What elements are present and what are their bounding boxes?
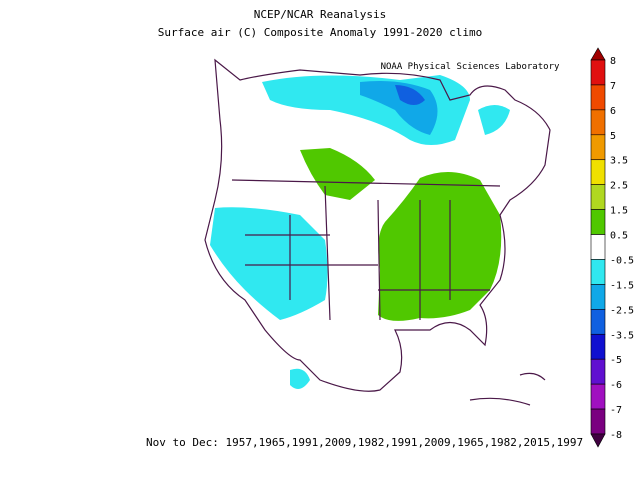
colorbar-box bbox=[590, 383, 606, 410]
colorbar-label: -2.5 bbox=[610, 305, 634, 316]
cold-anomaly bbox=[210, 207, 328, 320]
cold-anomaly bbox=[478, 105, 510, 135]
colorbar-label: 6 bbox=[610, 106, 616, 117]
colorbar-box bbox=[590, 259, 606, 285]
colorbar-label: 2.5 bbox=[610, 181, 628, 192]
credit: NOAA Physical Sciences Laboratory bbox=[381, 62, 560, 72]
colorbar-box bbox=[590, 309, 606, 335]
colorbar-label: 0.5 bbox=[610, 231, 628, 242]
colorbar-box bbox=[590, 184, 606, 210]
cold-anomaly bbox=[290, 368, 310, 389]
colorbar-box bbox=[590, 134, 606, 161]
coastline bbox=[204, 58, 551, 392]
colorbar-box bbox=[590, 84, 606, 111]
colorbar-box bbox=[590, 284, 606, 310]
colorbar-label: -5 bbox=[610, 355, 622, 366]
colorbar-box bbox=[590, 408, 606, 435]
colorbar-label: -0.5 bbox=[610, 255, 634, 266]
warm-anomaly bbox=[300, 148, 375, 200]
colorbar-label: 8 bbox=[610, 56, 616, 67]
colorbar-box bbox=[590, 159, 606, 185]
colorbar-end bbox=[590, 47, 606, 61]
colorbar-box bbox=[590, 234, 606, 260]
boundaries bbox=[231, 179, 501, 321]
colorbar-label: -6 bbox=[610, 380, 622, 391]
title: NCEP/NCAR Reanalysis bbox=[254, 8, 386, 21]
colorbar: 8 7 6 5 3.5 2.5 1.5 0.5 -0.5 -1.5 -2.5 -3.5 -5 -6 -7 -8 bbox=[590, 47, 634, 448]
colorbar-label: 7 bbox=[610, 81, 616, 92]
colorbar-box bbox=[590, 109, 606, 136]
colorbar-label: -8 bbox=[610, 430, 622, 441]
footer: Nov to Dec: 1957,1965,1991,2009,1982,199… bbox=[146, 436, 583, 449]
warm-anomaly bbox=[378, 171, 502, 321]
colorbar-label: -7 bbox=[610, 405, 622, 416]
colorbar-end bbox=[590, 433, 606, 448]
map bbox=[204, 58, 551, 406]
islands bbox=[469, 372, 546, 406]
colorbar-box bbox=[590, 333, 606, 360]
colorbar-label: 3.5 bbox=[610, 156, 628, 167]
colorbar-label: 5 bbox=[610, 131, 616, 142]
colorbar-box bbox=[590, 59, 606, 86]
subtitle: Surface air (C) Composite Anomaly 1991-2… bbox=[158, 26, 483, 39]
colorbar-label: -1.5 bbox=[610, 280, 634, 291]
cold-anomaly-core bbox=[395, 85, 425, 105]
colorbar-box bbox=[590, 209, 606, 235]
colorbar-label: -3.5 bbox=[610, 330, 634, 341]
colorbar-label: 1.5 bbox=[610, 206, 628, 217]
colorbar-box bbox=[590, 358, 606, 385]
